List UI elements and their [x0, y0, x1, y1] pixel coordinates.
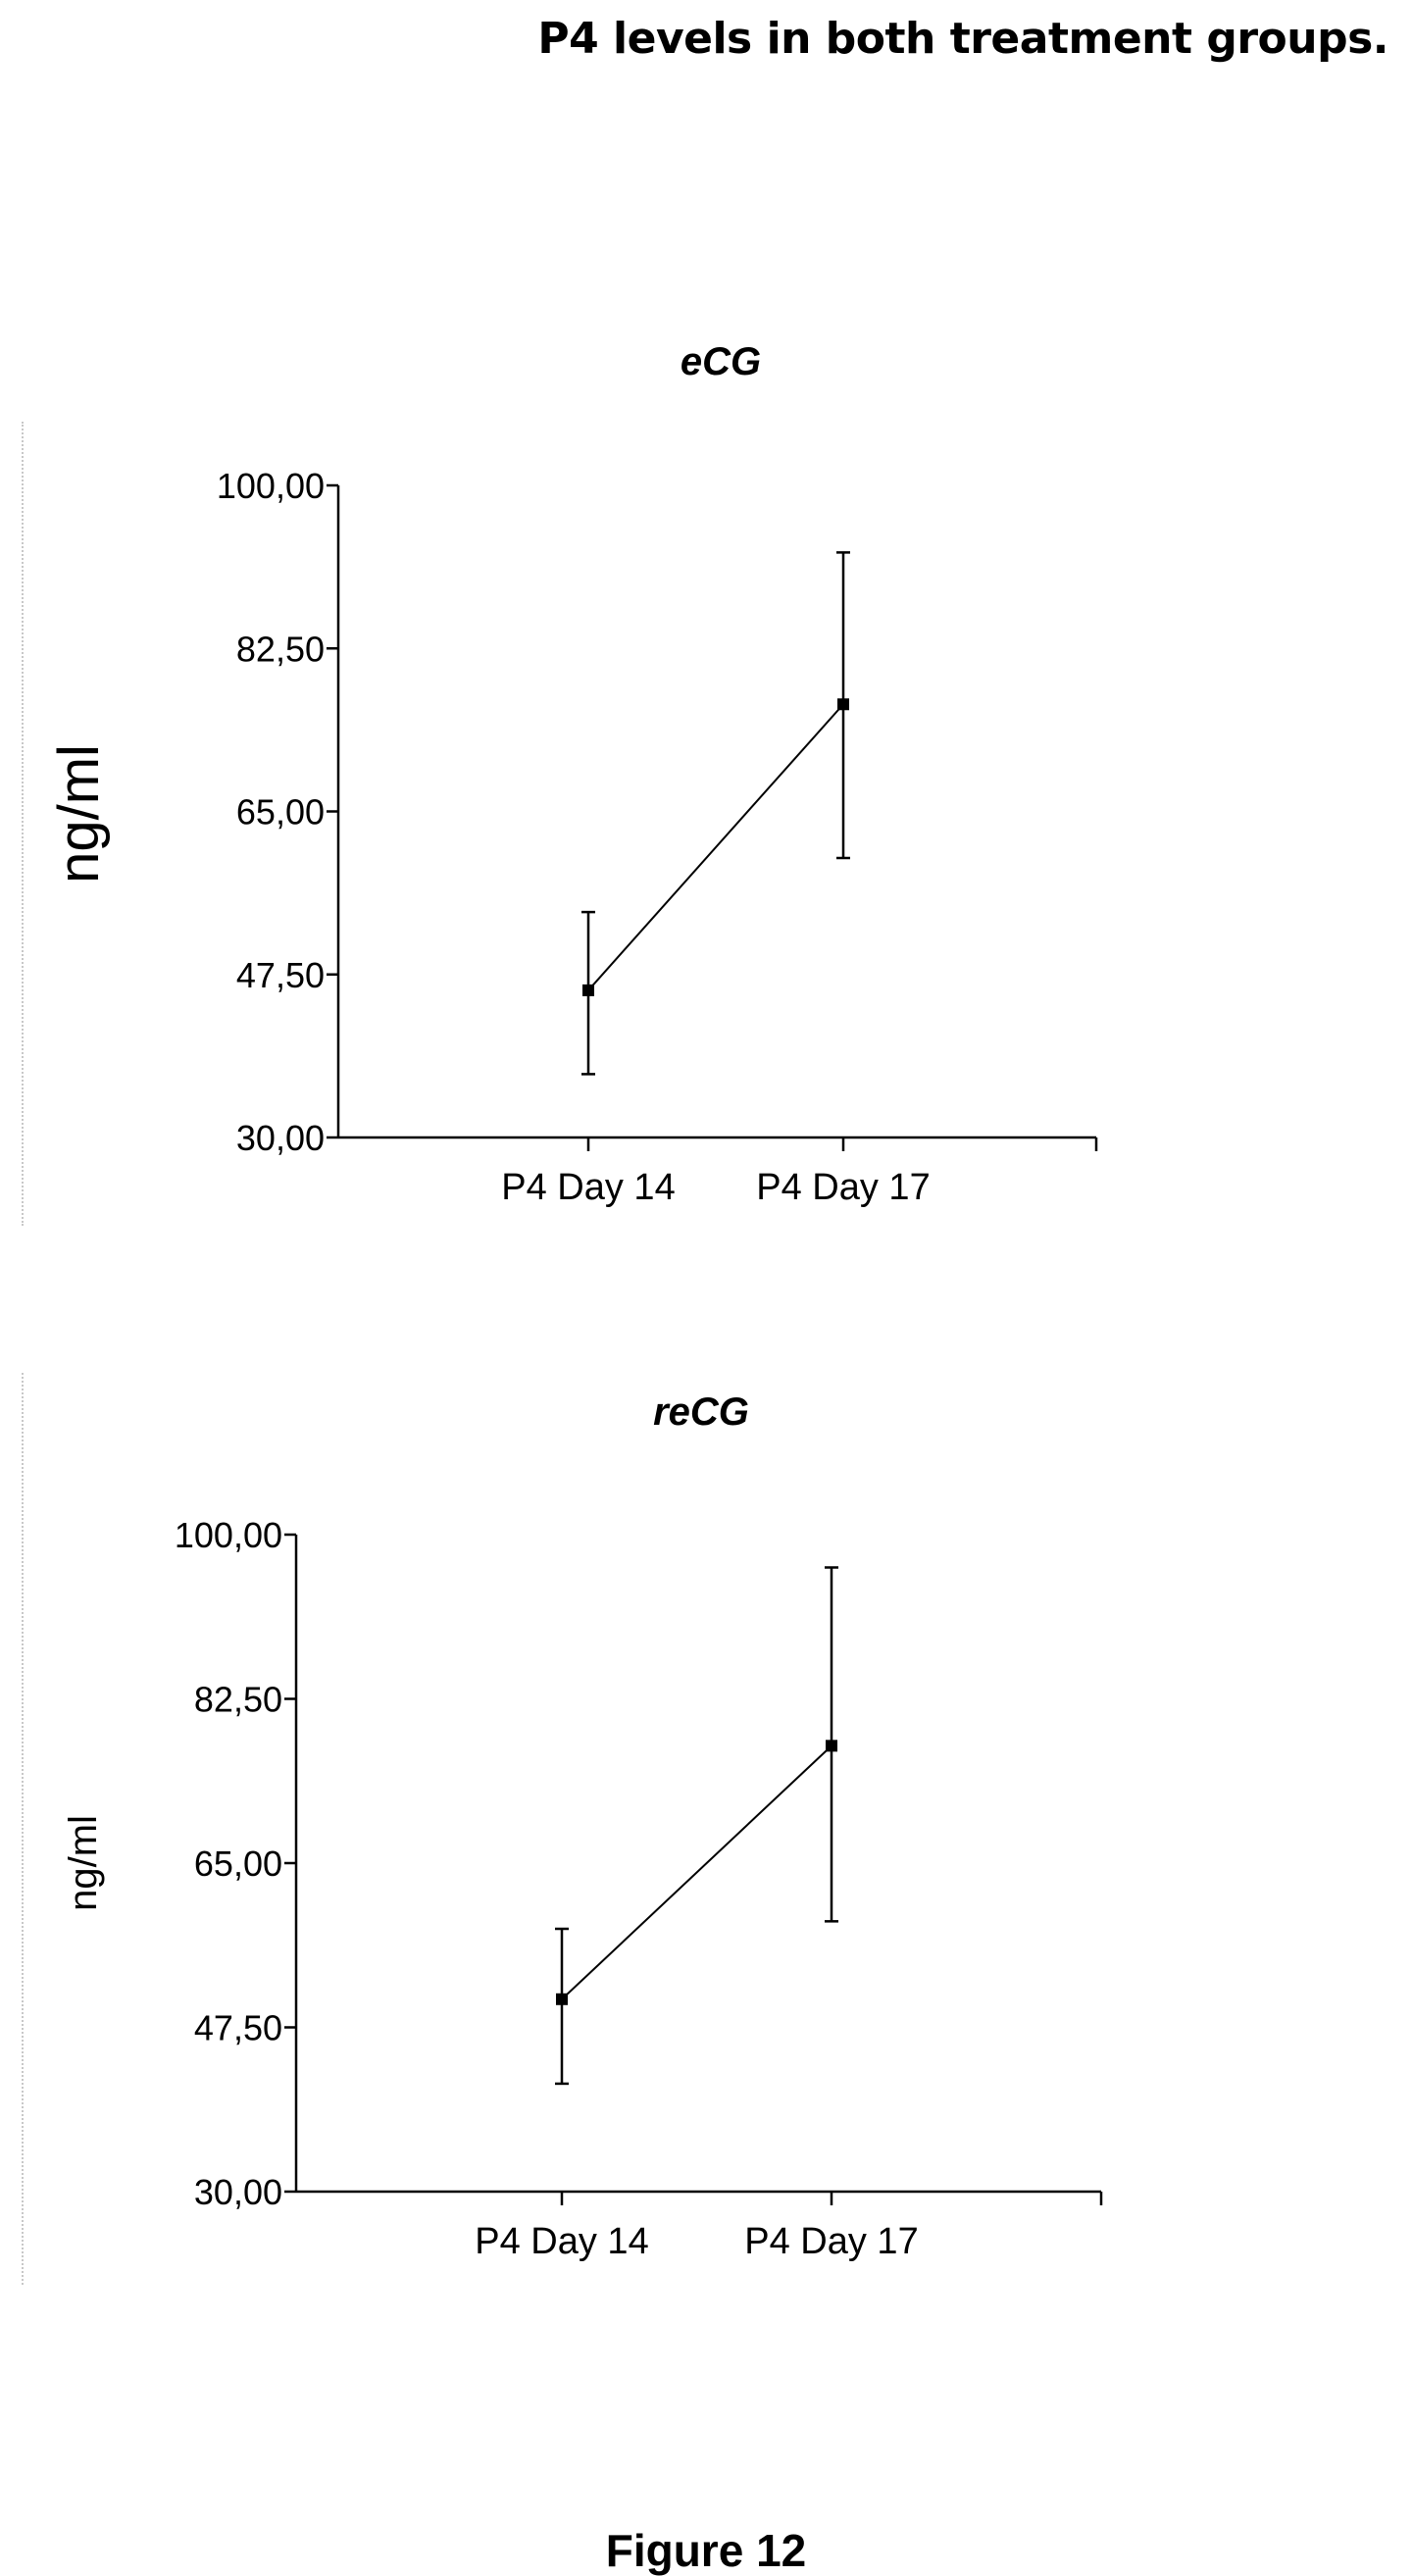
series-line — [587, 703, 844, 991]
chart-title: reCG — [653, 1390, 749, 1434]
y-tick-label: 65,00 — [236, 792, 325, 833]
y-axis-label: ng/ml — [47, 744, 111, 884]
chart-title: eCG — [681, 340, 761, 383]
y-axis-label: ng/ml — [62, 1815, 105, 1911]
y-tick-label: 82,50 — [236, 629, 325, 669]
x-tick-label: P4 Day 14 — [501, 1167, 675, 1208]
y-tick-label: 100,00 — [217, 466, 325, 506]
figure-caption: Figure 12 — [605, 2525, 807, 2576]
y-tick-label: 30,00 — [194, 2172, 282, 2212]
data-point — [556, 1993, 568, 2005]
y-tick-label: 100,00 — [175, 1515, 282, 1555]
data-point — [582, 984, 594, 996]
data-point — [837, 698, 849, 711]
series-line — [561, 1744, 832, 2000]
y-tick-label: 82,50 — [194, 1680, 282, 1720]
y-tick-label: 30,00 — [236, 1118, 325, 1158]
x-tick-label: P4 Day 17 — [744, 2221, 918, 2262]
data-point — [826, 1740, 837, 1752]
y-tick-label: 65,00 — [194, 1844, 282, 1884]
x-tick-label: P4 Day 17 — [756, 1167, 930, 1208]
x-tick-label: P4 Day 14 — [475, 2221, 648, 2262]
page-title: P4 levels in both treatment groups. — [537, 14, 1388, 64]
chart-recg: reCG ng/ml 100,00 82,50 65,00 47,50 30,00 P4 Da… — [62, 1390, 1103, 2262]
y-tick-label: 47,50 — [236, 955, 325, 995]
left-margin-dotted-line — [22, 1373, 24, 2285]
y-tick-label: 47,50 — [194, 2008, 282, 2048]
left-margin-dotted-line — [22, 422, 24, 1226]
chart-ecg: eCG ng/ml 100,00 82,50 65,00 47,50 30,00 P4 Day… — [47, 340, 1098, 1208]
